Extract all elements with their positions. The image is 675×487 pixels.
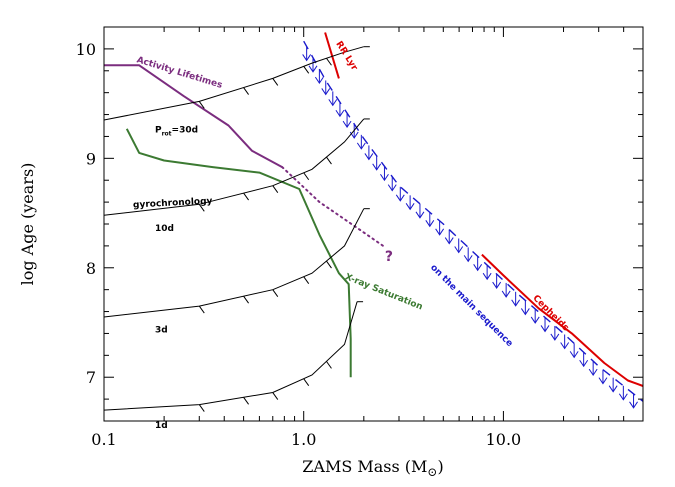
- arrow-head: [405, 203, 415, 211]
- x-axis-label-text: ZAMS Mass (M: [302, 457, 427, 476]
- arrow-head: [321, 88, 331, 96]
- gyro-curve: [103, 118, 365, 216]
- gyro-tick: [272, 185, 279, 193]
- gyro-tick: [326, 57, 332, 66]
- arrow-head: [387, 184, 397, 192]
- gyro-tick: [198, 404, 205, 412]
- gyro-label-suffix: =30d: [172, 126, 199, 136]
- gyro-tick: [272, 289, 279, 297]
- y-tick-label: 7: [86, 368, 96, 387]
- series-line: [281, 166, 385, 247]
- gyro-tick: [303, 276, 310, 285]
- arrow-head: [380, 173, 389, 182]
- gyro-tick: [243, 87, 249, 95]
- arrow-head: [372, 163, 382, 171]
- arrow-head: [302, 54, 312, 62]
- arrow-head: [560, 342, 570, 350]
- arrow-head: [579, 359, 589, 368]
- arrow-head: [328, 99, 338, 107]
- data-curves: [103, 32, 644, 412]
- arrow-head: [473, 264, 483, 272]
- arrow-head: [356, 142, 366, 150]
- x-axis-label: ZAMS Mass (M⊙): [302, 457, 443, 479]
- gyro-curve: [103, 208, 365, 318]
- series-line: [303, 40, 644, 402]
- gyro-tick: [303, 66, 310, 74]
- arrow-head: [598, 377, 608, 385]
- arrow-head: [629, 401, 638, 409]
- gyro-label-main: P: [155, 126, 162, 136]
- arrow-head: [444, 237, 454, 245]
- y-axis-label: log Age (years): [18, 163, 37, 286]
- x-tick-label: 10.0: [486, 430, 522, 449]
- gyro-tick: [326, 156, 332, 165]
- x-axis-label-close: ): [437, 457, 443, 476]
- arrow-head: [569, 351, 579, 359]
- gyro-period-label: Prot=30d: [155, 126, 198, 138]
- series-line: [104, 64, 283, 168]
- arrow-head: [511, 299, 521, 307]
- solar-symbol: ⊙: [427, 465, 437, 479]
- annotation-label: ?: [385, 249, 393, 265]
- series-line: [481, 253, 644, 387]
- arrow-head: [501, 290, 511, 298]
- arrow-head: [482, 272, 492, 281]
- arrow-head: [550, 333, 560, 341]
- arrow-head: [454, 246, 464, 254]
- gyro-tick: [243, 397, 249, 405]
- annotation-label: Cepheids: [530, 293, 570, 333]
- annotation-label: RR Lyr: [333, 40, 359, 73]
- arrow-head: [364, 153, 374, 161]
- gyro-period-label: 10d: [155, 224, 174, 234]
- arrow-head: [530, 316, 540, 324]
- axis-ticks: 7 8 9 10 0.1 1.0 10.0: [76, 26, 644, 449]
- arrow-head: [540, 325, 550, 333]
- gyro-tick: [243, 192, 249, 201]
- arrow-head: [608, 385, 618, 393]
- arrow-head: [520, 308, 530, 316]
- arrow-head: [415, 211, 425, 219]
- gyro-label-main: 1d: [155, 421, 168, 431]
- gyro-tick: [303, 172, 310, 181]
- gyro-tick: [303, 378, 310, 387]
- y-tick-label: 8: [86, 259, 96, 278]
- y-tick-label: 10: [76, 40, 96, 59]
- y-tick-label: 9: [86, 149, 96, 168]
- gyro-period-label: 3d: [155, 326, 168, 336]
- gyro-curve: [103, 46, 364, 121]
- gyro-tick: [243, 295, 249, 304]
- arrow-head: [463, 255, 473, 263]
- arrow-head: [342, 120, 352, 129]
- gyro-tick: [326, 361, 332, 369]
- gyro-tick: [198, 101, 205, 109]
- arrow-head: [308, 65, 318, 73]
- gyro-label-main: 10d: [155, 224, 174, 234]
- arrow-head: [314, 76, 324, 85]
- gyro-curve: [103, 301, 358, 411]
- gyro-label-sub: rot: [162, 131, 172, 138]
- annotation-label: Activity Lifetimes: [135, 55, 223, 91]
- x-tick-label: 0.1: [91, 430, 116, 449]
- arrow-head: [335, 109, 345, 118]
- gyro-period-label: 1d: [155, 421, 168, 431]
- annotation-label: on the main sequence: [428, 263, 514, 349]
- arrow-head: [588, 368, 598, 377]
- arrow-head: [395, 194, 405, 202]
- gyro-tick: [198, 204, 205, 212]
- arrow-head: [618, 393, 628, 401]
- gyro-tick: [272, 392, 279, 400]
- gyro-tick: [272, 78, 279, 86]
- arrow-head: [492, 281, 502, 289]
- series-line: [324, 32, 340, 79]
- gyro-label-main: 3d: [155, 326, 168, 336]
- gyro-tick: [326, 260, 332, 269]
- gyro-tick: [198, 305, 205, 314]
- annotation-label: gyrochronology: [133, 196, 213, 210]
- arrow-head: [425, 220, 435, 228]
- arrow-head: [435, 228, 445, 236]
- series-line: [125, 128, 352, 378]
- plot-frame: [103, 26, 644, 422]
- x-tick-label: 1.0: [291, 430, 316, 449]
